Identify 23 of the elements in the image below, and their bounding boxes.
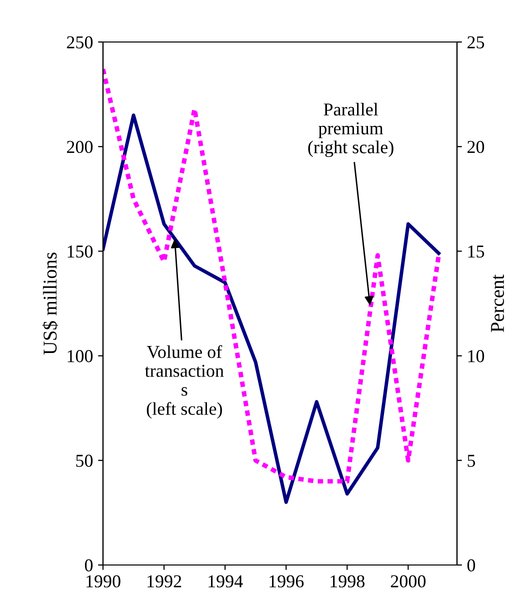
x-tick-label: 1994 (208, 575, 243, 588)
x-tick-label: 1992 (148, 575, 182, 588)
line-series (103, 66, 441, 484)
x-tick-label: 1998 (330, 575, 365, 588)
y-tick-label: 250 (66, 36, 93, 48)
y2-tick-label: 15 (468, 246, 484, 258)
x-tick-label: 1990 (86, 575, 120, 588)
y2-tick-label: 25 (468, 36, 484, 48)
x-tick-label: 2000 (390, 575, 426, 588)
y-axis-title: US$ millions (42, 252, 58, 355)
y-tick-label: 100 (68, 350, 93, 362)
y-tick-label: 150 (68, 245, 93, 258)
annotation: Volume of transaction s (left scale) (144, 345, 224, 419)
y2-tick-label: 0 (467, 559, 476, 572)
y2-tick-label: 5 (468, 454, 476, 467)
y-tick-label: 50 (76, 454, 93, 467)
x-tick-label: 1996 (270, 575, 304, 588)
y2-tick-label: 10 (468, 350, 484, 362)
y-tick-label: 200 (66, 140, 93, 154)
annotation: Parallel premium (right scale) (308, 102, 394, 158)
y2-tick-label: 20 (468, 140, 484, 154)
y2-axis-title: Percent (491, 274, 504, 332)
y-tick-label: 0 (84, 559, 93, 572)
